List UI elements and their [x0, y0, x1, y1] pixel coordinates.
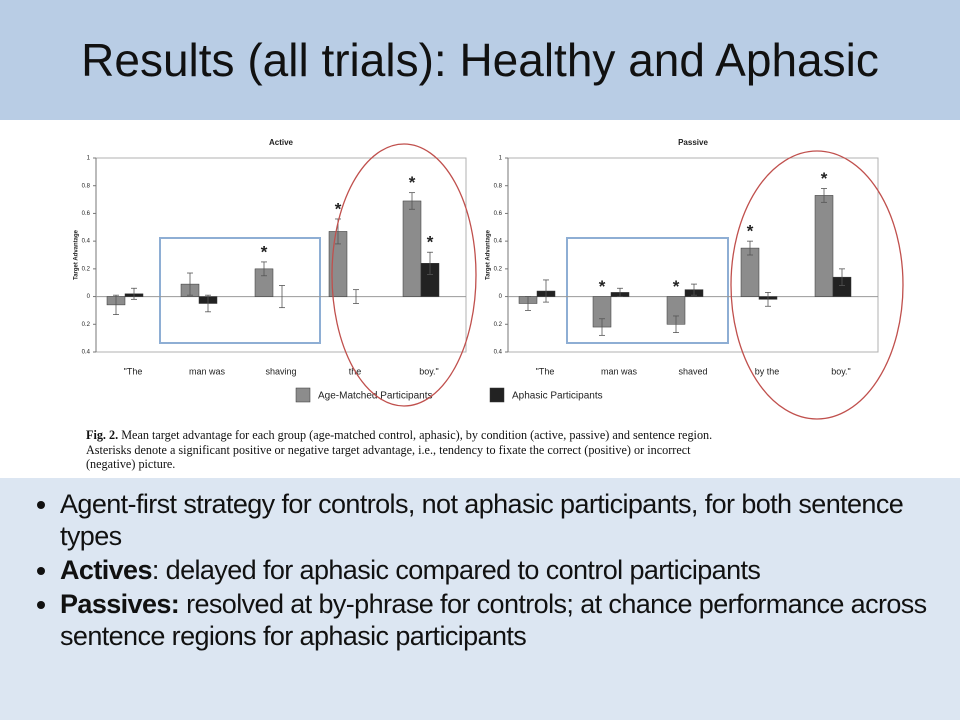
- y-tick-label: 0: [499, 294, 503, 300]
- significance-marker: *: [427, 233, 434, 252]
- bullet: Actives: delayed for aphasic compared to…: [60, 554, 940, 586]
- x-tick-label: "The: [536, 366, 555, 376]
- significance-marker: *: [747, 222, 754, 241]
- highlight-ellipse: [730, 150, 904, 420]
- significance-marker: *: [335, 199, 342, 218]
- bullet-list: Agent-first strategy for controls, not a…: [0, 488, 960, 652]
- significance-marker: *: [821, 169, 828, 188]
- caption-label: Fig. 2.: [86, 428, 119, 442]
- y-tick-label: 0.6: [82, 211, 91, 217]
- y-tick-label: 1: [87, 156, 91, 162]
- y-tick-label: 0.2: [82, 322, 91, 328]
- significance-marker: *: [409, 173, 416, 192]
- x-tick-label: shaved: [678, 366, 707, 376]
- y-tick-label: 0.8: [82, 183, 91, 189]
- y-tick-label: 0.6: [494, 211, 503, 217]
- caption-line: (negative) picture.: [86, 457, 906, 472]
- significance-marker: *: [599, 277, 606, 296]
- x-tick-label: boy.": [419, 366, 439, 376]
- highlight-box: [566, 237, 729, 344]
- bar: [814, 195, 834, 297]
- y-tick-label: 0: [87, 294, 91, 300]
- legend-label: Aphasic Participants: [512, 391, 603, 402]
- caption-text: Asterisks denote a significant positive …: [86, 442, 691, 457]
- caption-text: Mean target advantage for each group (ag…: [121, 428, 713, 442]
- bullet-text: Agent-first strategy for controls, not a…: [60, 489, 904, 551]
- slide-title: Results (all trials): Healthy and Aphasi…: [0, 0, 960, 120]
- caption: Fig. 2. Mean target advantage for each g…: [86, 428, 906, 472]
- y-tick-label: 0.4: [82, 350, 91, 356]
- y-tick-label: 0.8: [494, 183, 503, 189]
- caption-line: Asterisks denote a significant positive …: [86, 443, 906, 458]
- y-axis-label: Target Advantage: [486, 229, 492, 280]
- x-tick-label: by the: [755, 366, 780, 376]
- bullet-text: : delayed for aphasic compared to contro…: [151, 555, 761, 585]
- significance-marker: *: [261, 242, 268, 261]
- bullet-panel: Agent-first strategy for controls, not a…: [0, 478, 960, 720]
- caption-line: Fig. 2. Mean target advantage for each g…: [86, 428, 906, 443]
- highlight-box: [159, 237, 321, 344]
- x-tick-label: boy.": [831, 366, 851, 376]
- legend-label: Age-Matched Participants: [318, 391, 433, 402]
- legend-swatch: [489, 387, 505, 403]
- y-tick-label: 0.4: [494, 350, 503, 356]
- x-tick-label: shaving: [265, 366, 296, 376]
- chart-title: Active: [269, 138, 294, 147]
- y-tick-label: 0.2: [494, 322, 503, 328]
- bullet: Passives: resolved at by-phrase for cont…: [60, 588, 940, 652]
- x-tick-label: man was: [189, 366, 226, 376]
- y-tick-label: 1: [499, 156, 503, 162]
- y-tick-label: 0.2: [82, 266, 91, 272]
- y-tick-label: 0.4: [82, 239, 91, 245]
- legend-swatch: [295, 387, 311, 403]
- bullet-bold: Passives:: [60, 589, 180, 619]
- chart-title: Passive: [678, 138, 708, 147]
- bullet-bold: Actives: [60, 555, 152, 585]
- caption-text: (negative) picture.: [86, 457, 176, 471]
- x-tick-label: man was: [601, 366, 638, 376]
- significance-marker: *: [673, 277, 680, 296]
- bullet: Agent-first strategy for controls, not a…: [60, 488, 940, 552]
- bar: [402, 200, 422, 297]
- y-tick-label: 0.2: [494, 266, 503, 272]
- y-axis-label: Target Advantage: [74, 229, 80, 280]
- x-tick-label: "The: [124, 366, 143, 376]
- highlight-ellipse: [331, 143, 477, 407]
- y-tick-label: 0.4: [494, 239, 503, 245]
- bullet-text: resolved at by-phrase for controls; at c…: [60, 589, 927, 651]
